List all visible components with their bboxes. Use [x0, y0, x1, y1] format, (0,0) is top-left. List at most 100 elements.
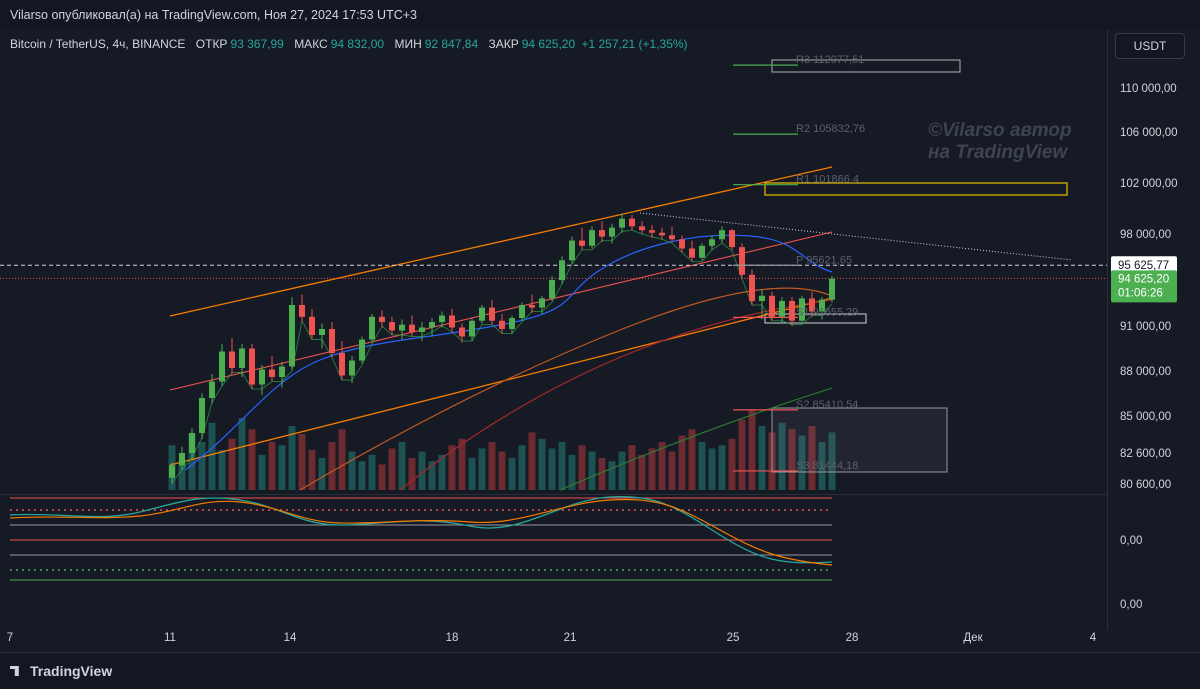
symbol-legend[interactable]: Bitcoin / TetherUS, 4ч, BINANCE ОТКР 93 3…: [10, 37, 691, 51]
candle-body: [279, 366, 285, 377]
candle-body: [369, 316, 375, 340]
volume-bar: [348, 451, 356, 490]
volume-bar: [258, 454, 266, 490]
volume-bar: [358, 461, 366, 490]
candle-body: [609, 227, 615, 237]
volume-bar: [208, 422, 216, 490]
pivot-label: R2 105832,76: [796, 123, 865, 135]
pivot-label: S2 85410,54: [796, 399, 858, 411]
publish-bar: Vilarso опубликовал(а) на TradingView.co…: [0, 0, 1200, 30]
candle-body: [459, 327, 465, 337]
zone-s1-box: [764, 313, 867, 324]
candle-body: [809, 298, 815, 312]
channel-mid-line: [169, 231, 833, 391]
pane-separator[interactable]: [0, 494, 1107, 495]
candle-body: [779, 301, 785, 317]
volume-bar: [458, 438, 466, 490]
pivot-label: S3 81444,18: [796, 460, 858, 472]
price-tick: 110 000,00: [1120, 83, 1177, 95]
volume-bar: [198, 442, 206, 490]
volume-bar: [488, 442, 496, 490]
volume-bar: [498, 451, 506, 490]
candle-body: [629, 218, 635, 227]
volume-bar: [418, 451, 426, 490]
candle-body: [489, 307, 495, 321]
candle-body: [319, 329, 325, 335]
volume-bar: [658, 442, 666, 490]
candle-body: [699, 245, 705, 258]
candle-body: [519, 304, 525, 319]
volume-bar: [228, 438, 236, 490]
candle-body: [169, 465, 175, 478]
price-axis[interactable]: 110 000,00 106 000,00 102 000,00 98 000,00 9…: [1111, 83, 1178, 611]
volume-bar: [648, 448, 656, 490]
date-tick: 18: [446, 632, 459, 644]
candle-body: [259, 369, 265, 385]
price-tick: 91 000,00: [1120, 321, 1171, 333]
high-value: 94 832,00: [330, 37, 385, 51]
pivot-levels: R3 112077,51 R2 105832,76 R1 101866,4 P 956…: [733, 54, 865, 472]
candle-body: [789, 301, 795, 321]
volume-bar: [528, 432, 536, 490]
candle-body: [509, 318, 515, 329]
volume-bar: [818, 442, 826, 490]
volume-bar: [248, 429, 256, 490]
time-axis[interactable]: 7 11 14 18 21 25 28 Дек 4: [7, 632, 1097, 644]
pivot-label: R1 101866,4: [796, 174, 859, 186]
open-label: ОТКР: [195, 37, 228, 51]
candle-body: [639, 226, 645, 231]
pivot-label: R3 112077,51: [796, 54, 864, 66]
volume-bar: [298, 434, 306, 490]
volume-bars: [168, 410, 836, 490]
currency-button[interactable]: USDT: [1115, 33, 1185, 59]
osc-tick: 0,00: [1120, 599, 1142, 611]
candle-body: [439, 315, 445, 323]
candle-body: [729, 230, 735, 248]
candle-body: [349, 360, 355, 376]
date-tick: 11: [164, 632, 176, 644]
symbol-name[interactable]: Bitcoin / TetherUS, 4ч, BINANCE: [10, 37, 186, 51]
candle-body: [189, 432, 195, 453]
volume-bar: [238, 418, 246, 490]
volume-bar: [628, 445, 636, 490]
candle-body: [289, 304, 295, 367]
candle-body: [569, 240, 575, 261]
crosshair-price-label: 95 625,77: [1118, 260, 1169, 272]
candle-body: [309, 316, 315, 335]
volume-bar: [538, 438, 546, 490]
volume-bar: [278, 445, 286, 490]
tv-logo-icon: [10, 666, 19, 676]
price-tick: 85 000,00: [1120, 411, 1171, 423]
volume-bar: [188, 434, 196, 490]
volume-bar: [698, 442, 706, 490]
candle-body: [249, 348, 255, 385]
candle-body: [499, 320, 505, 329]
volume-bar: [398, 442, 406, 490]
candle-body: [619, 218, 625, 228]
volume-bar: [428, 461, 436, 490]
volume-bar: [738, 419, 746, 490]
volume-bar: [558, 442, 566, 490]
pivot-label: P 95621,65: [796, 254, 852, 266]
candle-body: [419, 327, 425, 332]
date-tick: 25: [727, 632, 740, 644]
volume-bar: [718, 445, 726, 490]
high-label: МАКС: [294, 37, 328, 51]
author-watermark: ©Vilarso автор на TradingView: [928, 120, 1072, 164]
price-tick: 82 600,00: [1120, 448, 1171, 460]
bar-countdown: 01:06:26: [1118, 287, 1163, 299]
price-chart[interactable]: R3 112077,51 R2 105832,76 R1 101866,4 P 956…: [0, 0, 1200, 652]
tradingview-logo[interactable]: TradingView: [10, 663, 112, 679]
watermark-line-2: на TradingView: [928, 142, 1068, 163]
candle-body: [389, 322, 395, 331]
candle-body: [799, 298, 805, 321]
candle-body: [469, 320, 475, 337]
volume-bar: [608, 461, 616, 490]
candle-body: [759, 295, 765, 302]
volume-bar: [668, 451, 676, 490]
candle-body: [429, 322, 435, 328]
date-tick: 7: [7, 632, 13, 644]
candle-body: [589, 230, 595, 246]
candle-body: [219, 351, 225, 382]
candle-body: [479, 307, 485, 321]
